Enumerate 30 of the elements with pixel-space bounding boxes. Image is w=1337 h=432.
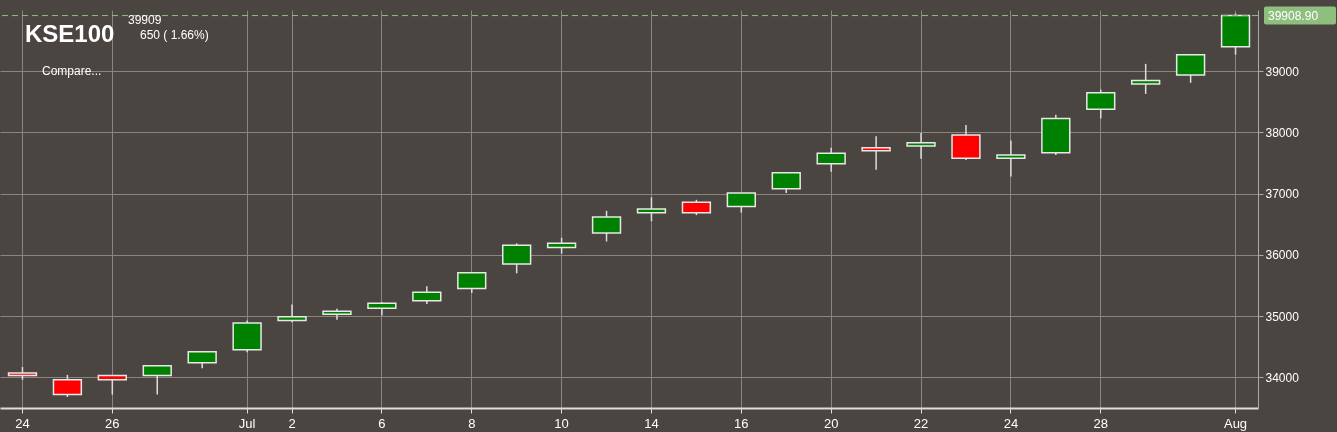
- annotation: 650 ( 1.66%): [140, 28, 209, 42]
- candlestick: [906, 132, 936, 160]
- x-tick-label: 8: [468, 415, 476, 431]
- x-tick-label: 24: [15, 415, 30, 431]
- x-tick-label: 20: [823, 415, 839, 431]
- y-tick-label: 39000: [1265, 64, 1300, 79]
- y-tick-label: 35000: [1265, 309, 1300, 324]
- x-tick-label: 16: [734, 415, 749, 431]
- chart-title: KSE100: [25, 20, 115, 47]
- x-tick-label: 10: [554, 415, 569, 431]
- candlestick: [1131, 63, 1161, 95]
- y-tick-label: 36000: [1265, 248, 1300, 263]
- annotation: Compare...: [42, 64, 102, 78]
- x-tick-label: 2: [288, 415, 296, 431]
- x-tick-label: Jul: [238, 415, 256, 431]
- chart-subtitle: 39909: [128, 13, 162, 27]
- y-tick-label: 37000: [1265, 187, 1300, 202]
- x-tick-label: Aug: [1223, 415, 1248, 431]
- candlestick: [861, 135, 891, 171]
- x-tick-label: 22: [913, 415, 929, 431]
- y-tick-label: 38000: [1265, 125, 1300, 140]
- x-tick-label: 24: [1003, 415, 1019, 431]
- x-tick-label: 26: [105, 415, 120, 431]
- candlestick: [996, 139, 1026, 178]
- x-tick-label: 28: [1093, 415, 1108, 431]
- x-tick-label: 14: [644, 415, 659, 431]
- ref-line-label: 39908.90: [1268, 8, 1319, 23]
- x-tick-label: 6: [378, 415, 386, 431]
- y-tick-label: 34000: [1265, 370, 1300, 385]
- candlestick: [636, 196, 667, 222]
